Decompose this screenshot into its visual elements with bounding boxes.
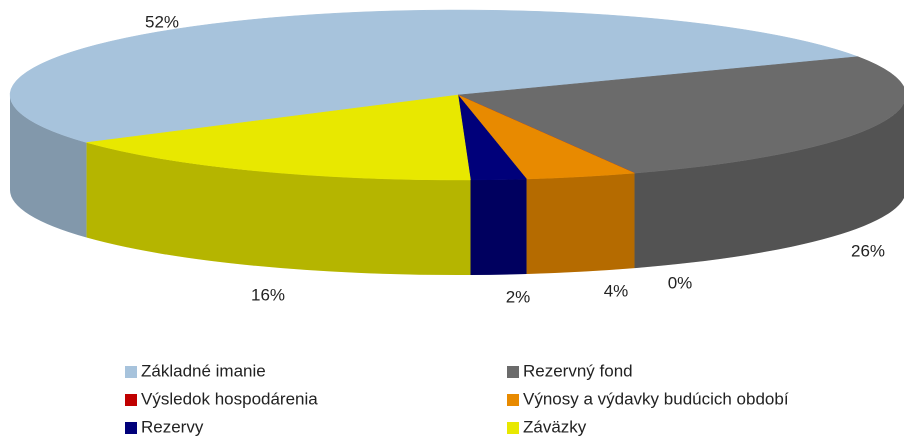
data-label: 52% (145, 12, 179, 31)
pie-slice (9, 9, 858, 143)
legend-label: Záväzky (523, 417, 587, 436)
pie-side-shade (634, 102, 904, 269)
legend-swatch (125, 422, 137, 434)
pie-side (10, 95, 87, 238)
legend-label: Výsledok hospodárenia (141, 389, 318, 408)
pie-side-shade (10, 95, 87, 238)
pie-side (470, 178, 527, 275)
pie-slice (457, 56, 904, 174)
legend-label: Základné imanie (141, 361, 266, 380)
legend-swatch (507, 422, 519, 434)
pie-side-shade (470, 178, 527, 275)
pie-side (634, 102, 904, 269)
legend-label: Rezervný fond (523, 361, 633, 380)
pie-side-shade (526, 173, 635, 274)
pie-slice (86, 94, 471, 181)
pie-side (86, 142, 471, 275)
legend-swatch (507, 366, 519, 378)
legend-swatch (125, 366, 137, 378)
legend-swatch (125, 394, 137, 406)
data-label: 26% (851, 241, 885, 260)
data-label: 0% (668, 273, 693, 292)
legend-swatch (507, 394, 519, 406)
data-label: 4% (604, 281, 629, 300)
legend-label: Výnosy a výdavky budúcich období (523, 389, 789, 408)
pie-side-shade (86, 142, 471, 275)
legend-label: Rezervy (141, 417, 204, 436)
data-label: 16% (251, 285, 285, 304)
pie-side (526, 173, 635, 274)
data-label: 2% (506, 287, 531, 306)
